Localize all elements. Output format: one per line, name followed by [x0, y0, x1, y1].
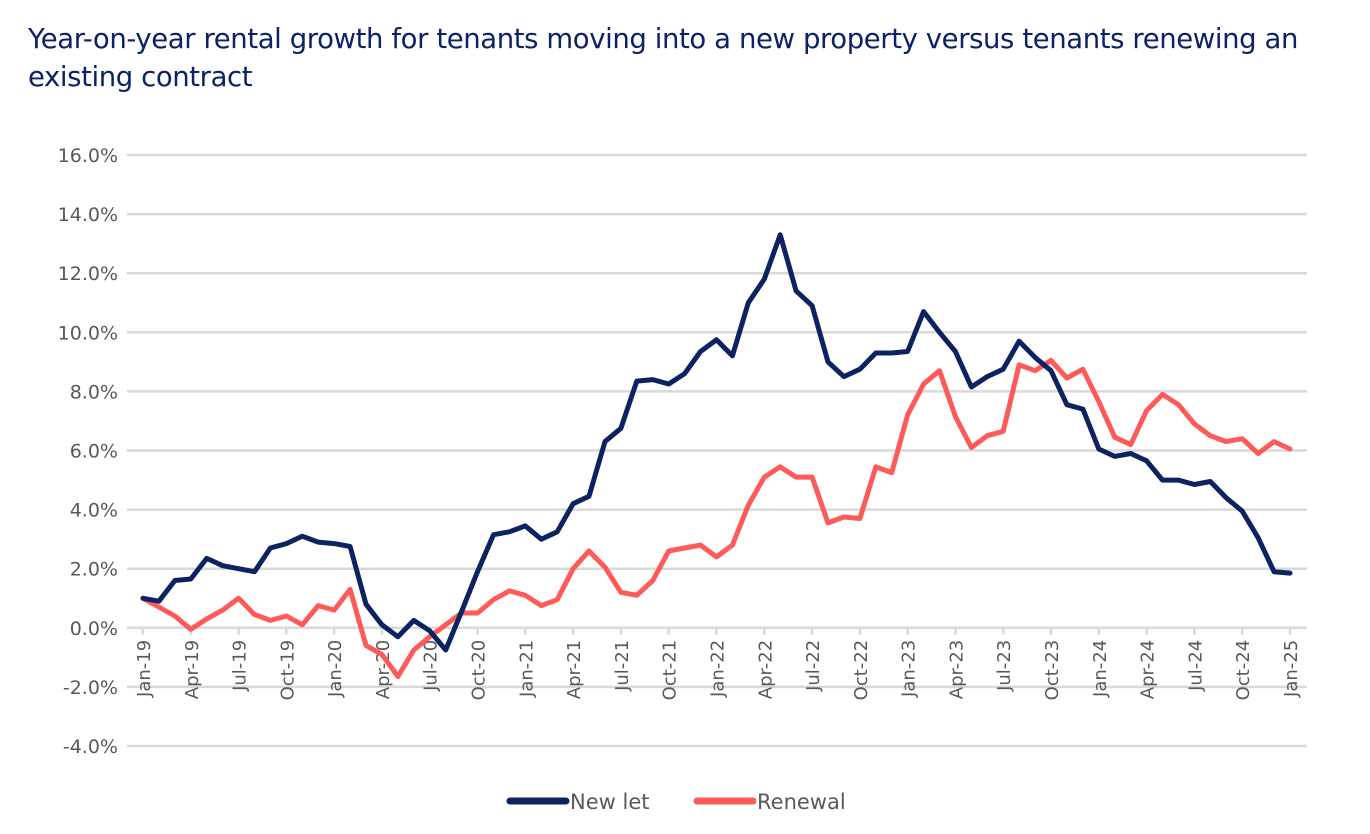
x-tick-label: Jan-19 [134, 640, 155, 698]
x-tick-label: Jul-22 [803, 640, 824, 692]
x-tick-label: Oct-19 [277, 640, 298, 701]
x-tick-label: Oct-20 [469, 640, 490, 701]
gridlines [127, 153, 1307, 748]
y-tick-label: -4.0% [63, 736, 118, 758]
x-tick-label: Jan-22 [707, 640, 728, 698]
x-tick-label: Jul-23 [994, 640, 1015, 692]
x-tick-label: Jul-24 [1185, 640, 1206, 692]
x-tick-label: Jul-20 [421, 640, 442, 692]
x-tick-label: Oct-21 [660, 640, 681, 701]
x-tick-label: Jul-21 [612, 640, 633, 692]
x-tick-label: Jan-23 [899, 640, 920, 698]
y-tick-label: 14.0% [58, 204, 118, 226]
series-line-renewal [140, 357, 1293, 680]
y-tick-label: 2.0% [70, 559, 118, 581]
x-tick-label: Apr-24 [1138, 640, 1159, 699]
legend: New let Renewal [506, 790, 846, 814]
series-lines [140, 232, 1293, 680]
y-tick-label: 12.0% [58, 263, 118, 285]
x-tick-label: Oct-23 [1042, 640, 1063, 701]
y-tick-label: 6.0% [70, 441, 118, 463]
y-tick-label: 8.0% [70, 381, 118, 403]
x-tick-label: Apr-19 [182, 640, 203, 699]
x-tick-label: Jan-21 [516, 640, 537, 698]
y-tick-label: 4.0% [70, 500, 118, 522]
x-tick-label: Jan-24 [1090, 640, 1111, 698]
legend-label: Renewal [757, 790, 846, 814]
x-tick-label: Apr-23 [946, 640, 967, 699]
y-tick-label: 10.0% [58, 322, 118, 344]
x-axis: Jan-19 Apr-19 Jul-19 Oct-19 Jan-20 Apr-20 Jul-… [134, 627, 1302, 701]
legend-item-new-let: New let [506, 790, 649, 814]
chart-title: Year-on-year rental growth for tenants m… [28, 23, 1299, 93]
x-tick-label: Jul-19 [230, 640, 251, 692]
legend-item-renewal: Renewal [693, 790, 846, 814]
x-tick-label: Jan-20 [325, 640, 346, 698]
y-tick-label: -2.0% [63, 677, 118, 699]
y-axis: 16.0% 14.0% 12.0% 10.0% 8.0% 6.0% 4.0% 2.0% 0.0%… [58, 145, 118, 758]
y-tick-label: 16.0% [58, 145, 118, 167]
y-tick-label: 0.0% [70, 618, 118, 640]
x-tick-label: Jan-25 [1281, 640, 1302, 698]
x-tick-label: Oct-24 [1233, 640, 1254, 701]
x-tick-label: Apr-21 [564, 640, 585, 699]
x-tick-label: Oct-22 [851, 640, 872, 701]
series-line-new-let [140, 232, 1293, 653]
x-tick-label: Apr-22 [755, 640, 776, 699]
legend-label: New let [570, 790, 649, 814]
